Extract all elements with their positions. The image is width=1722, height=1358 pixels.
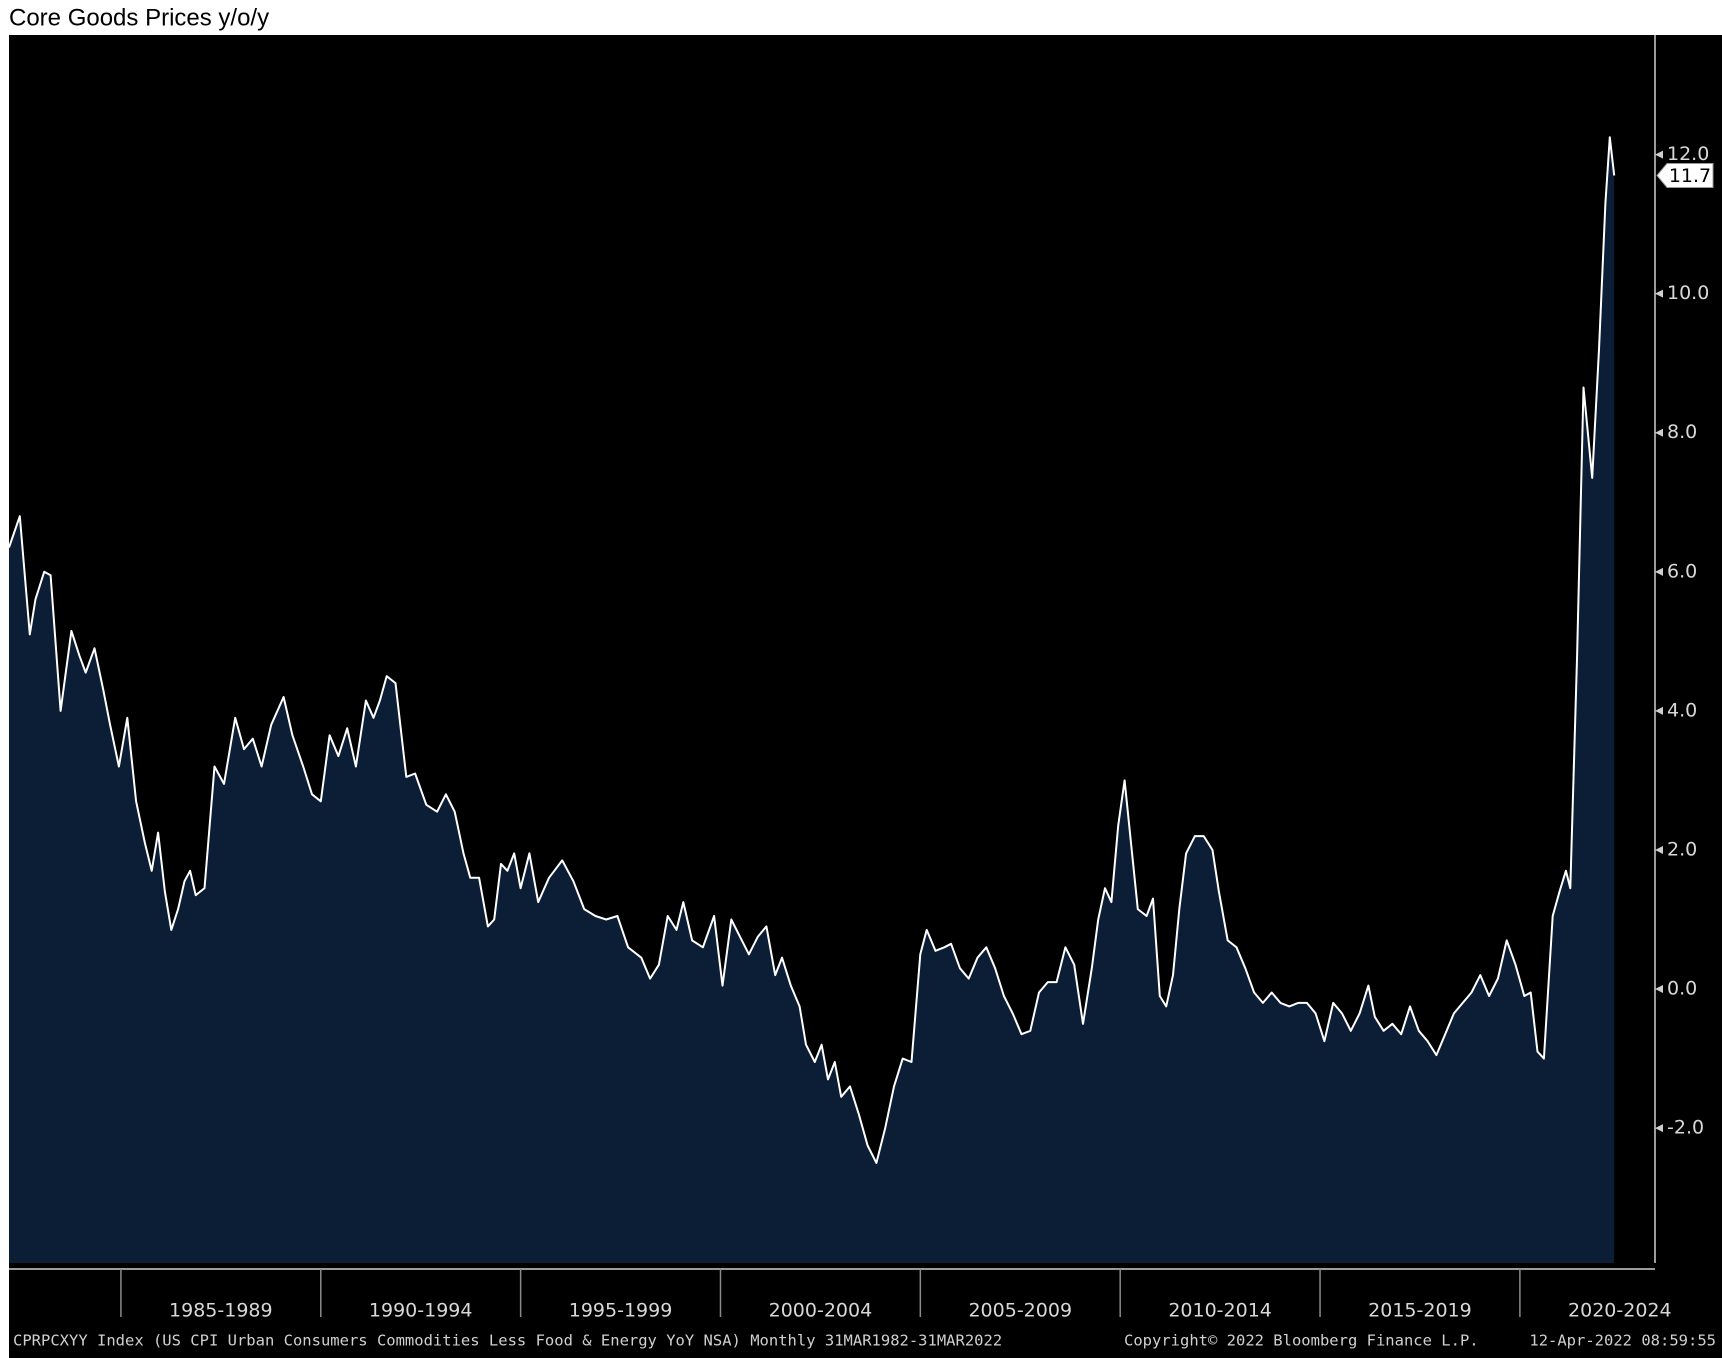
y-tick — [1655, 985, 1663, 994]
x-tick-label: 1995-1999 — [569, 1300, 673, 1322]
footer-timestamp: 12-Apr-2022 08:59:55 — [1529, 1332, 1716, 1350]
area-fill — [9, 137, 1615, 1264]
y-tick — [1655, 150, 1663, 159]
y-tick-label: 10.0 — [1667, 282, 1709, 304]
x-tick-label: 2015-2019 — [1368, 1300, 1472, 1322]
y-tick-label: 0.0 — [1667, 978, 1697, 1000]
y-tick-label: -2.0 — [1667, 1117, 1704, 1139]
footer-source: CPRPCXYY Index (US CPI Urban Consumers C… — [13, 1332, 1002, 1350]
chart-title: Core Goods Prices y/o/y — [9, 4, 269, 31]
last-value-label: 11.7 — [1669, 165, 1711, 187]
y-tick-label: 4.0 — [1667, 699, 1697, 721]
y-tick-label: 12.0 — [1667, 143, 1709, 165]
y-tick — [1655, 567, 1663, 576]
last-value-tag — [1656, 162, 1714, 188]
y-tick-label: 2.0 — [1667, 838, 1697, 860]
y-tick — [1655, 845, 1663, 854]
y-tick-label: 8.0 — [1667, 421, 1697, 443]
y-tick — [1655, 1124, 1663, 1133]
y-tick-label: 6.0 — [1667, 560, 1697, 582]
x-tick-label: 1990-1994 — [369, 1300, 473, 1322]
footer-copyright: Copyright© 2022 Bloomberg Finance L.P. — [1124, 1332, 1479, 1350]
y-tick — [1655, 428, 1663, 437]
line — [8, 136, 1616, 1164]
x-tick-label: 2000-2004 — [769, 1300, 873, 1322]
y-tick — [1655, 289, 1663, 298]
y-tick — [1655, 706, 1663, 715]
x-tick-label: 2010-2014 — [1168, 1300, 1272, 1322]
x-tick-label: 1985-1989 — [169, 1300, 273, 1322]
x-tick-label: 2005-2009 — [968, 1300, 1072, 1322]
x-tick-label: 2020-2024 — [1568, 1300, 1672, 1322]
